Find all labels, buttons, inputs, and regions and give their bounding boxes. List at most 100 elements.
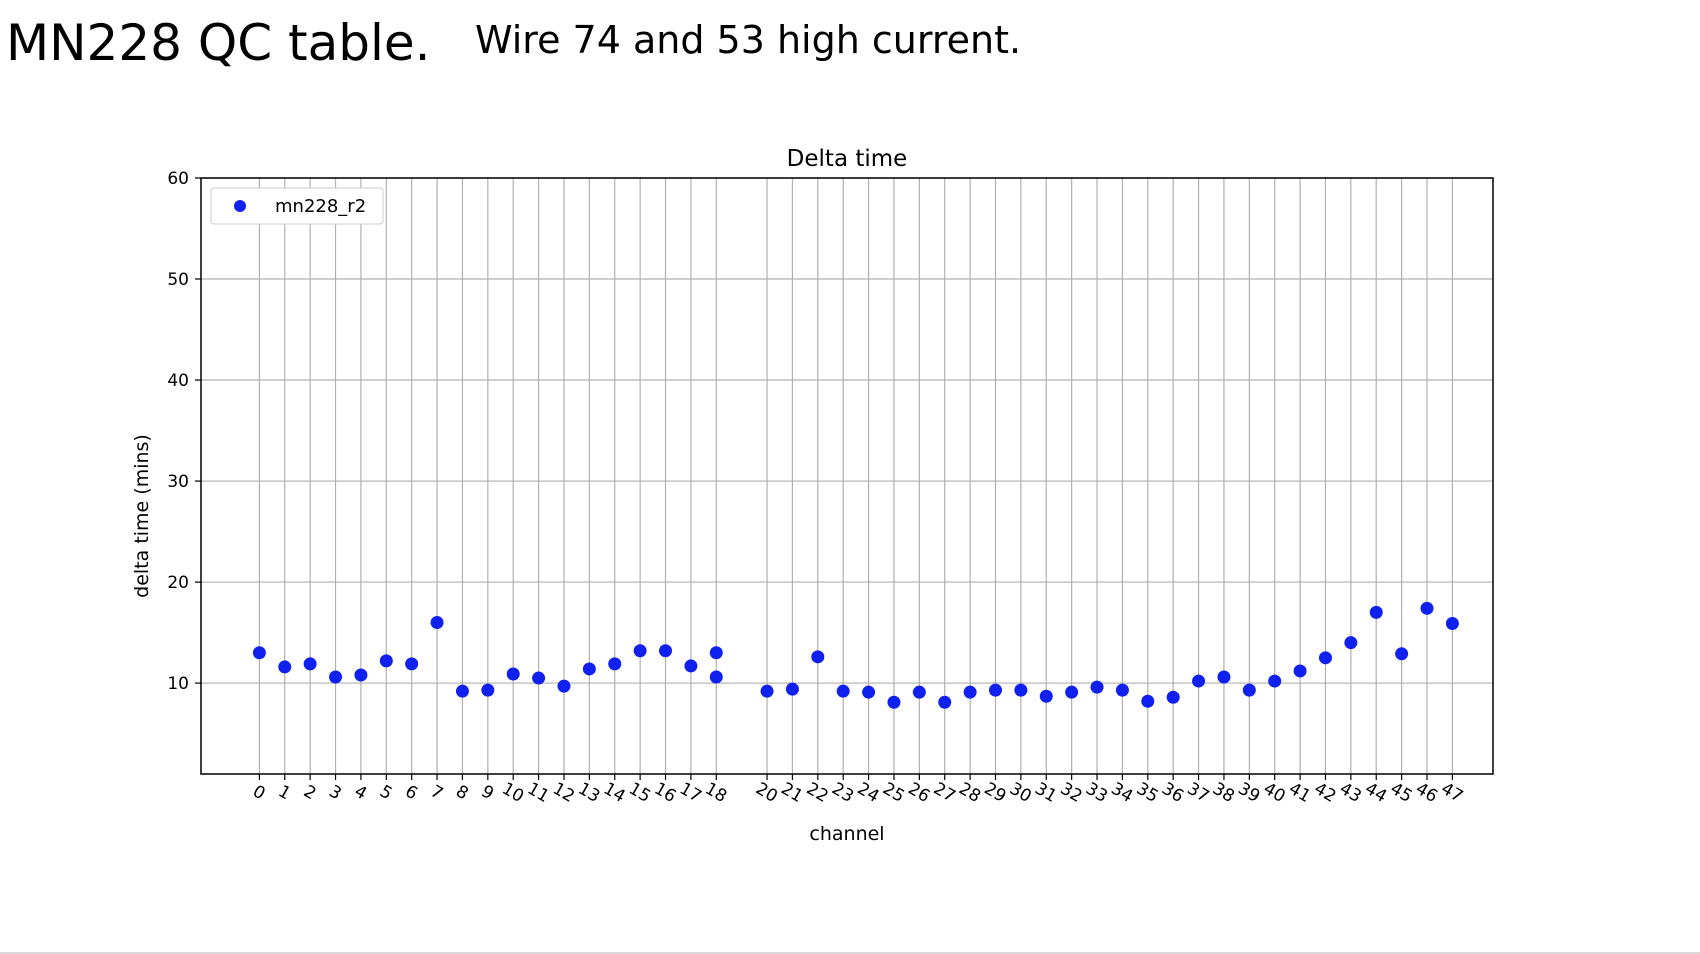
x-tick-label: 45 (1387, 779, 1416, 807)
data-point (1318, 651, 1332, 665)
data-point (455, 684, 469, 698)
x-tick-label: 2 (300, 781, 319, 804)
data-point (506, 667, 520, 681)
data-point (1445, 616, 1459, 630)
slide-note: Wire 74 and 53 high current. (475, 18, 1022, 62)
data-point (1242, 683, 1256, 697)
x-tick-label: 35 (1133, 779, 1162, 807)
y-tick-label: 40 (167, 371, 189, 391)
x-tick-label: 13 (574, 779, 603, 807)
data-point (938, 695, 952, 709)
x-tick-label: 47 (1438, 779, 1467, 807)
x-tick-label: 44 (1361, 779, 1390, 807)
x-tick-label: 40 (1260, 779, 1289, 807)
legend-box (210, 187, 384, 225)
x-tick-label: 5 (376, 781, 395, 804)
x-tick-label: 1 (275, 781, 294, 804)
x-tick-label: 9 (478, 781, 497, 804)
grid-lines (201, 177, 1493, 774)
y-axis-label: delta time (mins) (131, 434, 153, 598)
x-tick-label: 41 (1285, 779, 1314, 807)
data-point (532, 671, 546, 685)
x-tick-label: 33 (1082, 779, 1111, 807)
data-point (278, 660, 292, 674)
data-point (684, 659, 698, 673)
data-point (633, 644, 647, 658)
x-tick-label: 46 (1412, 779, 1441, 807)
data-point (329, 670, 343, 684)
data-point (1344, 636, 1358, 650)
data-point (379, 654, 393, 668)
x-tick-label: 30 (1006, 779, 1035, 807)
data-point (1268, 674, 1282, 688)
slide-title: MN228 QC table. (6, 14, 431, 72)
y-tick-label: 20 (167, 573, 189, 593)
data-point (709, 670, 723, 684)
y-tick-label: 60 (167, 169, 189, 189)
x-tick-label: 37 (1184, 779, 1213, 807)
x-tick-label: 10 (498, 779, 527, 807)
data-points (252, 601, 1459, 709)
data-point (1217, 670, 1231, 684)
legend-marker (234, 200, 246, 212)
x-tick-label: 43 (1336, 779, 1365, 807)
x-tick-label: 16 (651, 779, 680, 807)
x-tick-label: 20 (752, 779, 781, 807)
x-tick-label: 24 (854, 779, 883, 807)
data-point (1090, 680, 1104, 694)
plot-frame (200, 177, 1494, 775)
y-tick-label: 30 (167, 472, 189, 492)
data-point (608, 657, 622, 671)
legend: mn228_r2 (210, 187, 384, 225)
data-point (912, 685, 926, 699)
data-point (354, 668, 368, 682)
data-point (1014, 683, 1028, 697)
x-tick-label: 22 (803, 779, 832, 807)
data-point (988, 683, 1002, 697)
x-tick-label: 28 (955, 779, 984, 807)
x-tick-label: 17 (676, 779, 705, 807)
slide-bottom-border (0, 952, 1700, 954)
x-tick-label: 15 (625, 779, 654, 807)
data-point (1166, 690, 1180, 704)
data-point (1141, 694, 1155, 708)
data-point (405, 657, 419, 671)
data-point (1115, 683, 1129, 697)
data-point (811, 650, 825, 664)
x-tick-label: 29 (981, 779, 1010, 807)
y-tick-label: 10 (167, 674, 189, 694)
data-point (252, 646, 266, 660)
x-axis-label: channel (809, 823, 884, 845)
x-tick-label: 14 (600, 779, 629, 807)
x-tick-label: 12 (549, 779, 578, 807)
x-tick-label: 18 (701, 779, 730, 807)
x-tick-label: 11 (524, 779, 553, 807)
data-point (887, 695, 901, 709)
x-tick-label: 21 (778, 779, 807, 807)
data-point (582, 662, 596, 676)
x-tick-label: 38 (1209, 779, 1238, 807)
chart-title: Delta time (787, 146, 908, 172)
x-tick-label: 0 (249, 781, 268, 804)
x-tick-label: 32 (1057, 779, 1086, 807)
x-tick-label: 25 (879, 779, 908, 807)
data-point (709, 646, 723, 660)
data-point (836, 684, 850, 698)
data-point (481, 683, 495, 697)
data-point (862, 685, 876, 699)
x-tick-label: 26 (904, 779, 933, 807)
data-point (1065, 685, 1079, 699)
data-point (557, 679, 571, 693)
x-tick-label: 23 (828, 779, 857, 807)
x-tick-label: 42 (1311, 779, 1340, 807)
x-tick-label: 6 (401, 781, 420, 804)
data-point (1192, 674, 1206, 688)
x-tick-label: 8 (452, 781, 471, 804)
data-point (785, 682, 799, 696)
y-tick-label: 50 (167, 270, 189, 290)
x-tick-label: 34 (1108, 779, 1137, 807)
data-point (1293, 664, 1307, 678)
x-tick-label: 3 (325, 781, 344, 804)
